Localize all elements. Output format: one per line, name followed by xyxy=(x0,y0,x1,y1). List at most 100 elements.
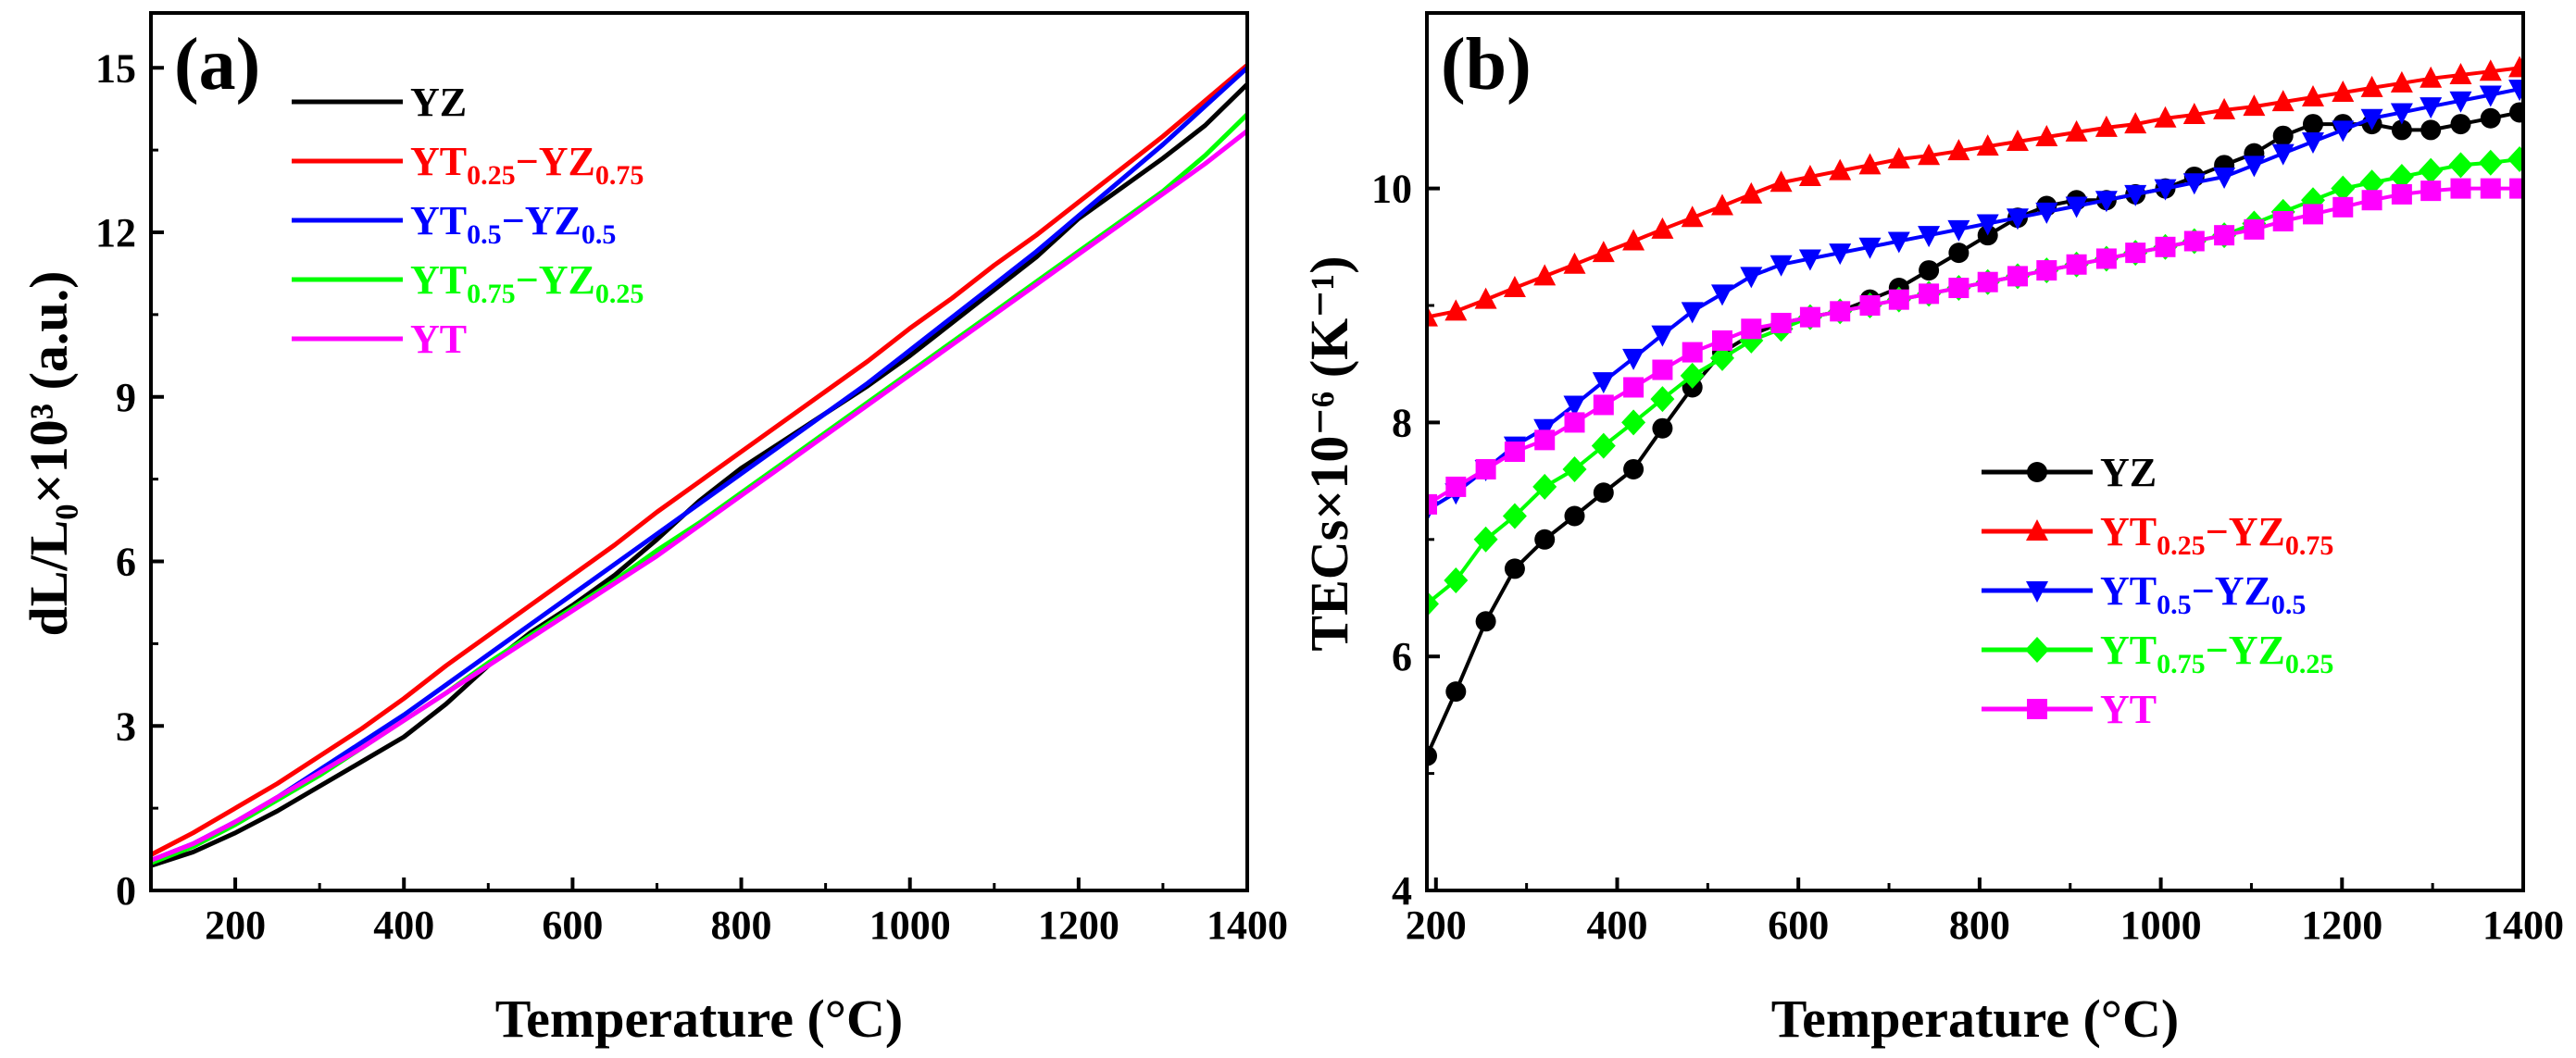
data-point-YT0.5 xyxy=(2154,179,2177,201)
data-point-YT xyxy=(1564,412,1585,433)
data-point-YT0.5 xyxy=(2065,196,2088,218)
y-tick-label: 4 xyxy=(1392,868,1412,914)
legend-label: YT0.25−YZ0.75 xyxy=(2100,509,2333,561)
data-point-YT0.5 xyxy=(2271,143,2295,166)
data-point-YT0.5 xyxy=(2479,85,2502,107)
legend-entry-YT: YT xyxy=(1982,687,2157,732)
data-point-YT0.25 xyxy=(2390,70,2413,93)
legend-marker xyxy=(2027,462,2047,482)
x-tick-label: 200 xyxy=(205,902,266,948)
data-point-YT xyxy=(2450,178,2471,199)
data-point-YT0.5 xyxy=(2301,132,2324,155)
data-point-YT0.75 xyxy=(2389,163,2414,190)
data-point-YT0.5 xyxy=(2360,108,2383,131)
data-point-YT0.25 xyxy=(1976,134,1999,156)
data-point-YT xyxy=(1445,476,1467,497)
data-point-YT0.25 xyxy=(2006,130,2029,152)
data-point-YT0.25 xyxy=(1651,217,1674,239)
data-point-YT0.75 xyxy=(1621,409,1646,436)
x-tick-label: 1400 xyxy=(1207,902,1288,948)
series-line-YT xyxy=(151,129,1247,863)
data-point-YT xyxy=(1593,394,1614,416)
panel-b: 200 400 600 800 1000 1200 1400 4 6 8 10 (b) Temper… xyxy=(1299,11,2564,1049)
data-point-YT0.25 xyxy=(1474,287,1497,309)
panel-b-ticks: 200 400 600 800 1000 1200 1400 4 6 8 10 xyxy=(1371,167,2564,948)
data-point-YZ xyxy=(1475,611,1496,632)
data-point-YT0.5 xyxy=(2035,202,2058,224)
data-point-YT0.25 xyxy=(2360,75,2383,97)
data-point-YT0.5 xyxy=(1740,267,1763,289)
data-point-YT xyxy=(2066,254,2087,275)
data-point-YZ xyxy=(2509,102,2523,123)
data-point-YT0.75 xyxy=(2359,169,2384,196)
data-point-YZ xyxy=(1623,458,1644,479)
data-point-YT0.5 xyxy=(2006,208,2029,230)
y-tick-label: 6 xyxy=(1392,634,1412,679)
data-point-YT xyxy=(2183,230,2205,252)
panel-b-label: (b) xyxy=(1441,24,1532,106)
legend-entry-YT0.75: YT0.75−YZ0.25 xyxy=(1982,628,2333,679)
data-point-YZ xyxy=(2480,107,2501,129)
panel-a-ylabel: dL/L₀×10³ (a.u.) xyxy=(19,271,79,637)
data-point-YT0.25 xyxy=(2035,124,2058,146)
data-point-YT0.25 xyxy=(1740,181,1763,204)
data-point-YT xyxy=(2007,266,2028,287)
y-tick-label: 15 xyxy=(95,45,136,91)
data-point-YT0.25 xyxy=(2479,59,2502,81)
data-point-YT0.5 xyxy=(2124,184,2147,206)
data-point-YT xyxy=(1859,295,1881,316)
panel-a-frame xyxy=(149,11,1249,892)
data-point-YT0.5 xyxy=(1681,302,1704,324)
data-point-YT0.25 xyxy=(1918,143,1941,166)
data-point-YZ xyxy=(1593,482,1614,504)
legend-entry-YZ: YZ xyxy=(292,80,467,125)
data-point-YT xyxy=(1504,442,1525,462)
data-point-YT0.5 xyxy=(2182,173,2206,195)
x-tick-label: 1200 xyxy=(1038,902,1119,948)
data-point-YT0.75 xyxy=(1591,432,1616,459)
data-point-YZ xyxy=(1564,505,1585,527)
series-line-YT0.25 xyxy=(1427,66,2520,319)
data-point-YT xyxy=(1948,278,1970,299)
data-point-YT0.5 xyxy=(1563,395,1586,417)
data-point-YT0.25 xyxy=(1858,153,1882,175)
x-tick-label: 1000 xyxy=(869,902,951,948)
legend-entry-YT0.5: YT0.5−YZ0.5 xyxy=(292,198,616,250)
data-point-YZ xyxy=(1445,681,1467,703)
data-point-YT0.25 xyxy=(1681,205,1704,228)
data-point-YT0.25 xyxy=(1427,305,1438,327)
data-point-YT0.5 xyxy=(1858,237,1882,259)
data-point-YT xyxy=(1534,429,1556,451)
data-point-YT0.25 xyxy=(2301,85,2324,107)
data-point-YT0.25 xyxy=(2182,102,2206,124)
data-point-YT0.5 xyxy=(1918,226,1941,248)
panel-a-label: (a) xyxy=(174,24,260,106)
data-point-YT xyxy=(1799,306,1820,328)
data-point-YZ xyxy=(1534,529,1556,550)
data-point-YT0.5 xyxy=(1947,219,1970,242)
data-point-YT xyxy=(1682,342,1703,363)
panel-b-ylabel: TECs×10⁻⁶ (K⁻¹) xyxy=(1299,255,1359,651)
y-tick-label: 10 xyxy=(1371,167,1412,212)
x-tick-label: 1200 xyxy=(2301,902,2382,948)
data-point-YT xyxy=(1711,330,1732,351)
legend-label: YT0.5−YZ0.5 xyxy=(2100,568,2306,620)
data-point-YT0.5 xyxy=(2420,97,2443,119)
data-point-YT xyxy=(2480,178,2501,199)
data-point-YT xyxy=(1427,493,1437,515)
data-point-YT0.5 xyxy=(1710,284,1733,306)
legend-label: YT xyxy=(410,317,467,362)
data-point-YT xyxy=(2332,196,2354,218)
data-point-YT0.25 xyxy=(2243,94,2266,117)
legend-entry-YT0.25: YT0.25−YZ0.75 xyxy=(292,139,644,191)
data-point-YT0.25 xyxy=(1444,299,1468,321)
data-point-YZ xyxy=(2272,125,2294,146)
data-point-YZ xyxy=(1427,745,1437,766)
x-tick-label: 800 xyxy=(1949,902,2010,948)
panel-b-series xyxy=(1427,56,2523,766)
data-point-YT xyxy=(2302,204,2323,225)
data-point-YT xyxy=(1475,458,1496,479)
data-point-YT xyxy=(1919,283,1940,305)
data-point-YZ xyxy=(2302,114,2323,135)
